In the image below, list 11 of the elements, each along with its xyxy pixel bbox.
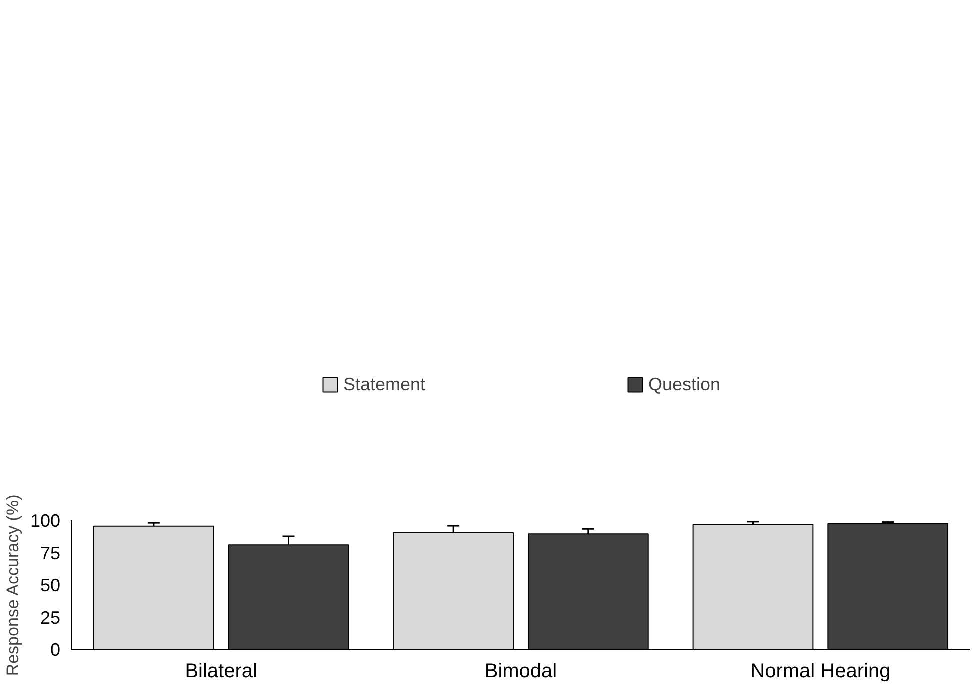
legend-label: Statement xyxy=(343,374,426,396)
y-tick-label: 50 xyxy=(40,576,61,596)
x-tick-label: Bimodal xyxy=(484,660,558,682)
y-tick-label: 0 xyxy=(50,640,61,660)
y-tick-label: 75 xyxy=(40,543,61,564)
y-tick-label: 100 xyxy=(30,511,61,531)
x-tick-label: Normal Hearing xyxy=(750,660,891,682)
y-axis-title: Response Accuracy (%) xyxy=(3,494,22,676)
y-tick-label: 25 xyxy=(40,608,61,628)
legend-label: Question xyxy=(648,374,721,396)
x-tick-label: Bilateral xyxy=(185,660,258,682)
